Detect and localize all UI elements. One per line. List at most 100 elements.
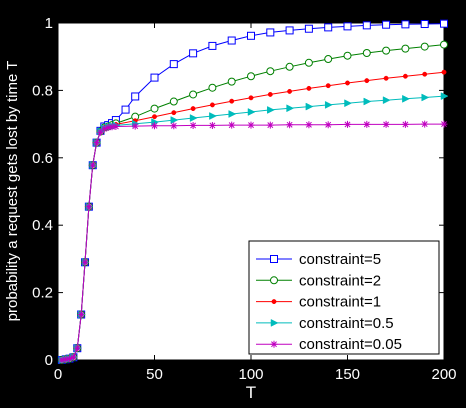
legend-entry: constraint=1 xyxy=(256,294,381,311)
data-point xyxy=(270,318,279,327)
data-point xyxy=(93,139,101,147)
data-point xyxy=(227,77,236,86)
data-point xyxy=(150,104,159,113)
data-point xyxy=(325,83,331,89)
data-point xyxy=(247,108,256,116)
y-tick-label: 0.6 xyxy=(32,150,53,167)
x-tick-label: 200 xyxy=(431,366,456,383)
data-point xyxy=(270,255,278,263)
x-tick-label: 0 xyxy=(54,366,62,383)
data-point xyxy=(305,121,313,129)
data-point xyxy=(286,121,294,129)
data-point xyxy=(324,23,333,32)
data-point xyxy=(363,120,371,128)
data-point xyxy=(422,71,428,77)
data-point xyxy=(89,161,97,169)
data-point xyxy=(401,44,410,53)
data-point xyxy=(382,96,391,105)
data-point xyxy=(266,28,275,37)
data-point xyxy=(267,91,273,97)
data-point xyxy=(344,99,353,108)
data-point xyxy=(440,120,448,128)
data-point xyxy=(364,78,370,84)
legend-entry: constraint=0.5 xyxy=(256,315,394,332)
data-point xyxy=(266,67,275,76)
data-point xyxy=(401,120,409,128)
data-point xyxy=(229,98,235,104)
data-point xyxy=(73,344,81,352)
x-tick-label: 150 xyxy=(335,366,360,383)
data-point xyxy=(441,69,447,75)
data-point xyxy=(343,22,352,31)
data-point xyxy=(189,90,198,99)
x-tick-label: 100 xyxy=(238,366,263,383)
data-point xyxy=(121,105,130,114)
legend-entry: constraint=5 xyxy=(256,251,381,268)
data-point xyxy=(247,31,255,40)
x-axis-label: T xyxy=(246,383,256,402)
data-point xyxy=(402,73,408,79)
data-point xyxy=(170,122,178,130)
data-point xyxy=(248,95,254,101)
data-point xyxy=(267,106,275,114)
data-point xyxy=(324,100,333,109)
data-point xyxy=(421,120,429,128)
data-point xyxy=(189,121,197,129)
data-point xyxy=(306,85,312,91)
data-point xyxy=(440,19,448,28)
data-point xyxy=(104,123,112,131)
data-point xyxy=(344,120,351,128)
data-point xyxy=(151,122,158,130)
legend-label: constraint=5 xyxy=(299,251,381,268)
data-point xyxy=(77,311,85,319)
data-point xyxy=(266,121,274,129)
legend-label: constraint=0.05 xyxy=(299,336,402,353)
data-point xyxy=(209,112,217,120)
data-point xyxy=(227,36,236,45)
data-point xyxy=(152,114,157,120)
data-point xyxy=(401,20,410,29)
data-point xyxy=(209,102,215,108)
data-point xyxy=(81,258,89,266)
data-point xyxy=(362,48,371,57)
data-point xyxy=(131,122,139,130)
series-5 xyxy=(58,120,448,364)
data-point xyxy=(247,121,255,129)
data-point xyxy=(112,122,120,130)
y-tick-label: 0.8 xyxy=(32,82,53,99)
data-point xyxy=(421,93,430,102)
data-point xyxy=(440,40,448,49)
legend-label: constraint=0.5 xyxy=(299,315,394,332)
data-point xyxy=(304,24,313,33)
data-point xyxy=(208,121,216,129)
data-point xyxy=(100,125,108,133)
data-point xyxy=(62,355,70,363)
legend-entry: constraint=0.05 xyxy=(256,336,402,353)
y-tick-label: 1 xyxy=(45,15,53,32)
data-point xyxy=(287,88,293,94)
y-axis-label: probability a request gets lost by time … xyxy=(4,61,21,322)
data-point xyxy=(286,104,295,113)
data-point xyxy=(271,299,277,305)
data-point xyxy=(270,340,278,348)
data-point xyxy=(304,58,313,67)
data-point xyxy=(420,20,429,29)
data-point xyxy=(420,42,429,51)
data-point xyxy=(169,60,178,69)
data-point xyxy=(285,26,294,35)
data-point xyxy=(382,120,390,128)
series-group xyxy=(57,19,449,364)
data-point xyxy=(58,356,66,364)
data-point xyxy=(305,102,314,111)
data-point xyxy=(382,20,391,29)
data-point xyxy=(96,128,104,136)
data-point xyxy=(150,73,159,82)
y-tick-label: 0 xyxy=(45,352,53,369)
data-point xyxy=(270,276,278,285)
legend-label: constraint=2 xyxy=(299,272,381,289)
x-tick-label: 50 xyxy=(146,366,163,383)
data-point xyxy=(208,41,217,50)
legend-label: constraint=1 xyxy=(299,294,381,311)
data-point xyxy=(363,97,372,106)
